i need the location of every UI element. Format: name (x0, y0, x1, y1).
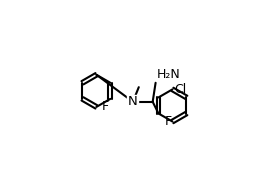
Text: F: F (102, 100, 109, 113)
Text: H₂N: H₂N (157, 68, 181, 81)
Text: Cl: Cl (174, 83, 186, 96)
Text: N: N (128, 95, 138, 108)
Text: F: F (165, 115, 172, 128)
